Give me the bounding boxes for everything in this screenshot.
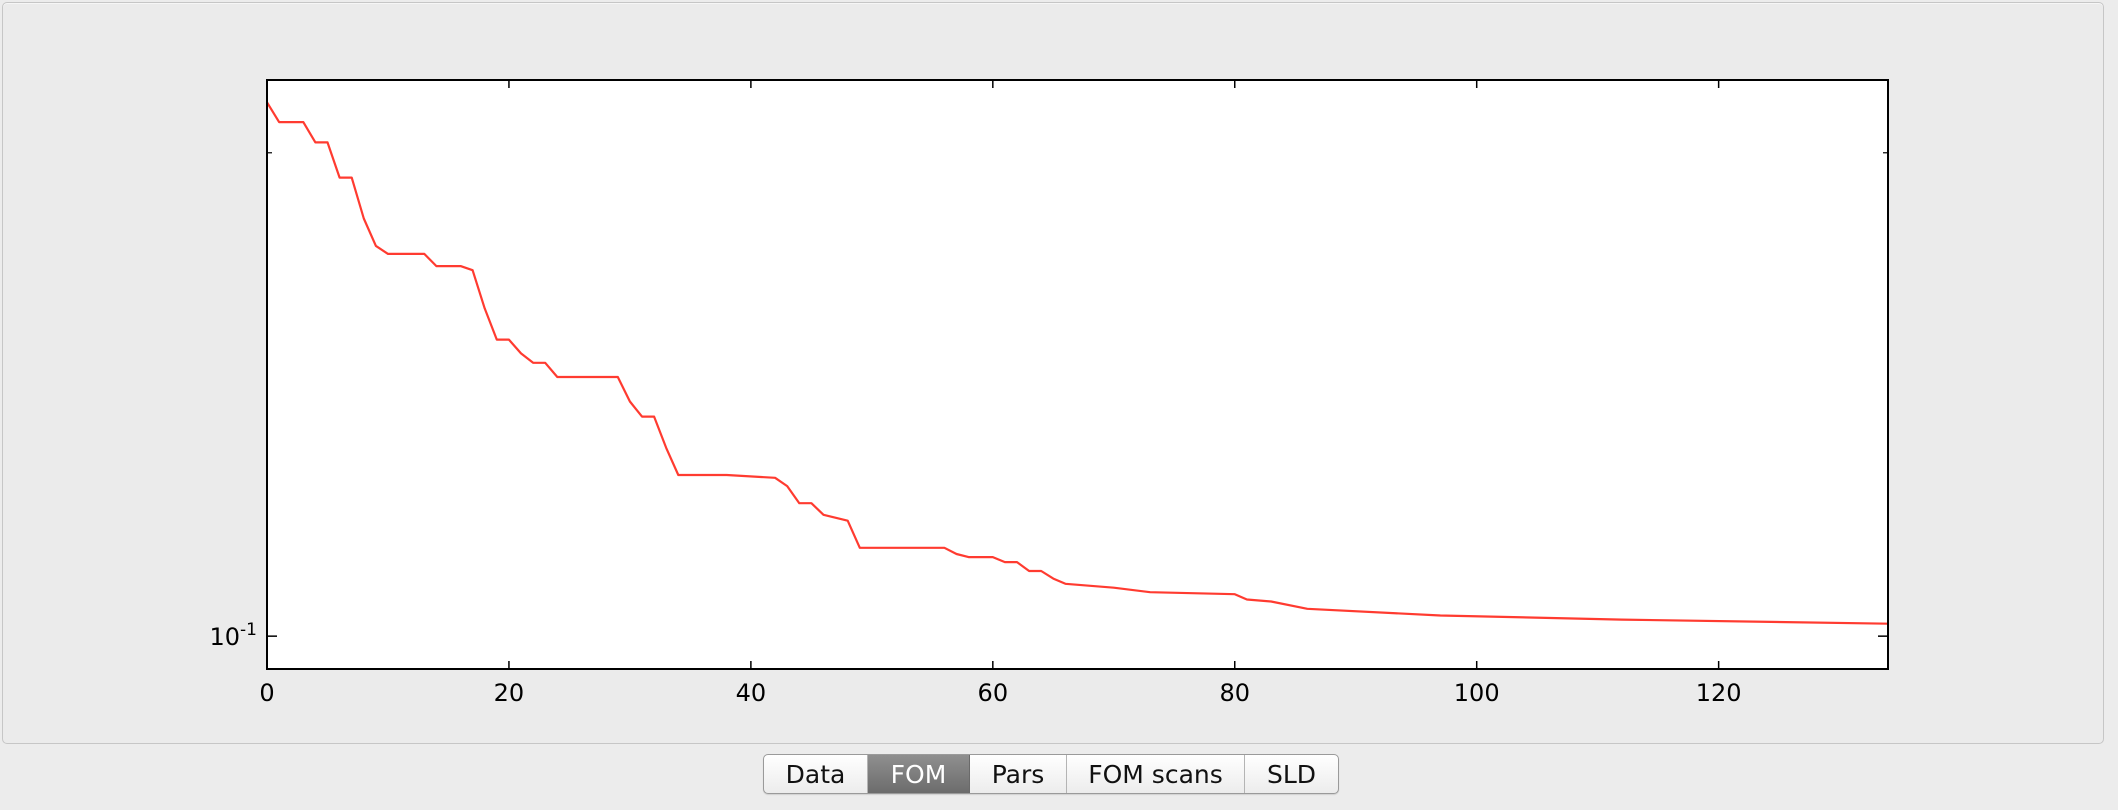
tab-data[interactable]: Data — [764, 755, 868, 793]
x-tick-label: 60 — [978, 679, 1009, 707]
plot-area — [267, 80, 1888, 669]
y-tick-exponent: -1 — [240, 620, 257, 640]
tab-fom-scans[interactable]: FOM scans — [1067, 755, 1245, 793]
x-tick-label: 120 — [1696, 679, 1742, 707]
tab-fom[interactable]: FOM — [868, 755, 970, 793]
fom-series-line — [266, 101, 1889, 625]
view-tabs: Data FOM Pars FOM scans SLD — [763, 754, 1339, 794]
plot-frame — [266, 79, 1889, 670]
plot-panel: 0 20 40 60 80 100 120 10-1 — [2, 2, 2104, 744]
x-tick-label: 40 — [736, 679, 767, 707]
tab-sld[interactable]: SLD — [1266, 759, 1317, 789]
tab-pars[interactable]: Pars — [970, 755, 1067, 793]
y-tick-base: 10 — [210, 623, 241, 651]
fom-chart: 0 20 40 60 80 100 120 10-1 — [210, 79, 1889, 707]
y-tick-label: 10-1 — [210, 620, 258, 651]
x-tick-label: 100 — [1454, 679, 1500, 707]
x-tick-label: 0 — [259, 679, 274, 707]
x-tick-label: 20 — [494, 679, 525, 707]
x-tick-label: 80 — [1219, 679, 1250, 707]
